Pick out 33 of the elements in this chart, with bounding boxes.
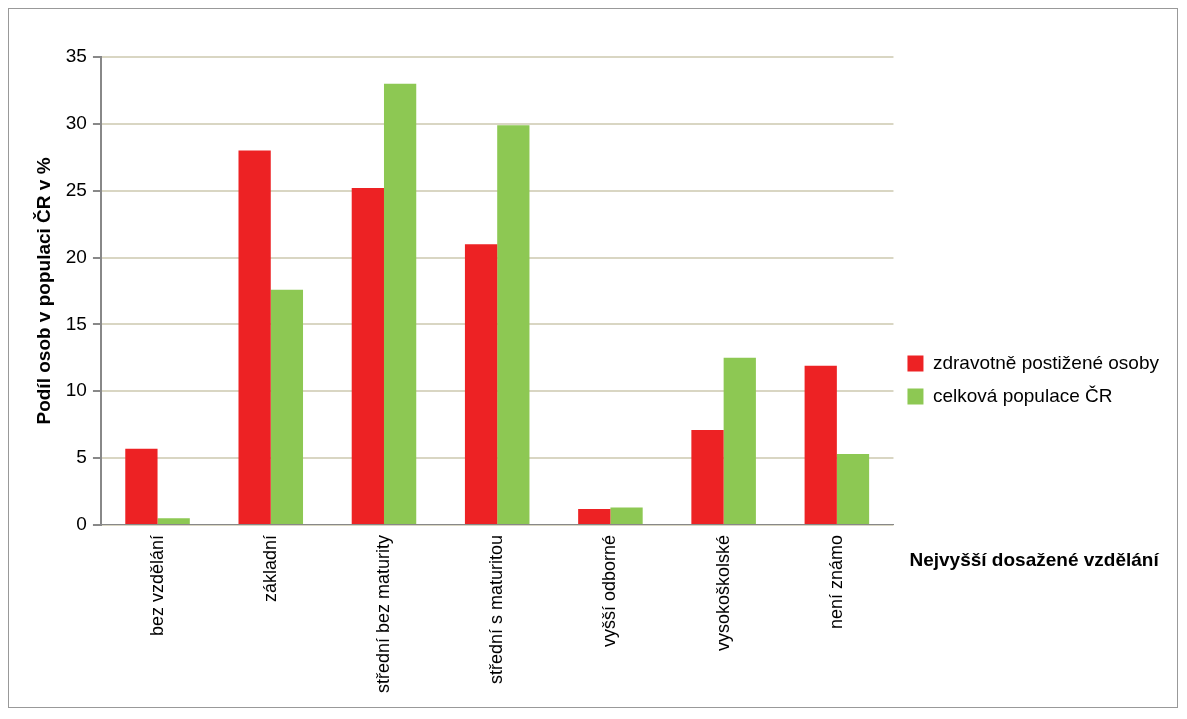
bar bbox=[238, 150, 271, 524]
bar bbox=[723, 357, 756, 524]
x-tick-label: není známo bbox=[825, 534, 846, 629]
bar bbox=[351, 188, 384, 524]
y-tick-label: 5 bbox=[76, 446, 87, 468]
y-tick-label: 20 bbox=[65, 245, 87, 267]
bar bbox=[157, 518, 190, 524]
bar bbox=[578, 508, 611, 524]
bar bbox=[610, 507, 643, 524]
bar bbox=[125, 448, 158, 524]
x-tick-label: základní bbox=[259, 534, 280, 602]
legend-label: zdravotně postižené osoby bbox=[932, 351, 1160, 373]
y-tick-label: 0 bbox=[76, 513, 87, 535]
bar bbox=[497, 125, 530, 524]
y-tick-label: 15 bbox=[65, 312, 87, 334]
y-tick-label: 25 bbox=[65, 178, 87, 200]
x-tick-label: vysokoškolské bbox=[712, 534, 733, 651]
y-tick-label: 30 bbox=[65, 112, 87, 134]
bar bbox=[691, 430, 724, 524]
bar bbox=[383, 83, 417, 524]
legend-label: celková populace ČR bbox=[932, 384, 1113, 406]
bar bbox=[836, 454, 870, 524]
x-tick-label: bez vzdělání bbox=[146, 534, 167, 637]
bar bbox=[270, 289, 304, 524]
y-axis-title: Podíl osob v populaci ČR v % bbox=[32, 157, 54, 425]
x-tick-label: střední bez maturity bbox=[372, 534, 393, 693]
x-tick-label: vyšší odborné bbox=[599, 534, 620, 647]
bar bbox=[464, 244, 498, 524]
bar bbox=[804, 365, 837, 524]
y-tick-label: 35 bbox=[65, 45, 87, 67]
x-tick-label: střední s maturitou bbox=[486, 534, 507, 684]
y-tick-label: 10 bbox=[65, 379, 87, 401]
x-axis-title: Nejvyšší dosažené vzdělání bbox=[909, 549, 1160, 571]
